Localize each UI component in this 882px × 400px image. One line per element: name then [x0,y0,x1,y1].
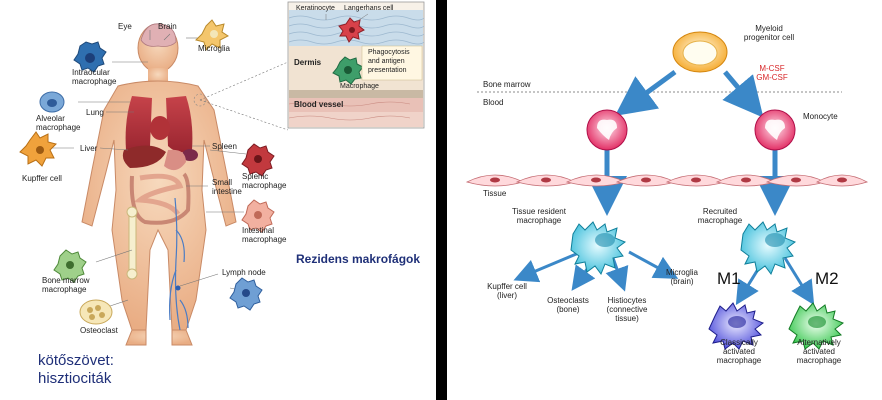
bone-marrow-macrophage-icon [53,249,87,283]
myeloid-progenitor-cell [672,31,728,73]
osteoclast-icon [79,299,113,325]
m2-alternatively-activated-macrophage [788,302,845,350]
label-alveolar-macrophage: Alveolar macrophage [36,114,81,132]
alveolar-macrophage-icon [39,91,65,113]
intestinal-macrophage-icon [241,199,275,233]
label-monocyte: Monocyte [803,112,838,121]
inset-label-phagocytosis: Phagocytosis and antigen presentation [368,49,410,74]
lineage-diagram [465,31,868,350]
label-intestinal-macrophage: Intestinal macrophage [242,226,287,244]
inset-label-macrophage: Macrophage [340,83,379,90]
recruited-macrophage [740,221,797,276]
label-myeloid-progenitor: Myeloid progenitor cell [743,24,795,42]
intraocular-macrophage-icon [73,41,107,73]
label-tissue: Tissue [483,189,507,198]
body-illustration [19,1,425,346]
label-brain: Brain [158,22,177,31]
inset-label-keratinocyte: Keratinocyte [296,5,335,12]
label-alternatively-activated: Alternatively activated macrophage [796,338,842,365]
label-classically-activated: Classically activated macrophage [716,338,762,365]
label-kupffer-cell: Kupffer cell [22,174,62,183]
liver-organ [122,145,166,168]
label-blood: Blood [483,98,504,107]
monocyte-left [586,109,628,151]
lymph-node-macrophage-icon [229,277,263,311]
skin-inset [287,1,425,129]
label-recruited-macrophage: Recruited macrophage [697,207,743,225]
label-splenic-macrophage: Splenic macrophage [242,172,287,190]
inset-label-blood-vessel: Blood vessel [294,100,344,109]
label-small-intestine: Small intestine [212,178,242,196]
histiocytes-caption: kötőszövet: hisztiociták [38,352,114,387]
m1-classically-activated-macrophage [708,302,765,350]
label-liver: Liver [80,144,98,153]
label-bone-marrow-macrophage: Bone marrow macrophage [42,276,90,294]
label-lymph-node: Lymph node [222,268,266,277]
femur-bone [126,206,138,280]
label-intraocular-macrophage: Intraocular macrophage [72,68,117,86]
label-osteoclasts-bone: Osteoclasts (bone) [547,296,589,314]
lung-organ [125,96,152,153]
label-microglia-brain: Microglia (brain) [665,268,698,286]
monocyte-right [754,109,796,151]
label-microglia: Microglia [198,44,231,53]
label-m1: M1 [717,269,741,288]
label-eye: Eye [118,22,132,31]
microglia-icon [195,19,229,51]
rezidens-makrofagok-title: Rezidens makrofágok [296,252,421,266]
kupffer-cell-icon [19,131,57,167]
tissue-resident-macrophage [570,221,627,276]
left-panel-body-macrophages: Eye Brain Microglia Intraocular macropha… [0,0,436,400]
label-kupffer-liver: Kupffer cell (liver) [487,282,527,300]
label-growth-factors: M-CSF GM-CSF [756,64,788,82]
tissue-layer [465,174,868,187]
inset-label-langerhans-cell: Langerhans cell [344,5,394,12]
lymph-vessels [169,197,189,331]
label-spleen: Spleen [212,142,237,151]
splenic-macrophage-icon [241,143,275,177]
label-lung: Lung [86,108,104,117]
label-osteoclast: Osteoclast [80,326,118,335]
brain-organ [140,23,177,47]
label-histiocytes: Histiocytes (connective tissue) [606,296,648,323]
inset-label-dermis: Dermis [294,58,322,67]
intestine-organ [133,173,184,216]
label-bone-marrow: Bone marrow [483,80,531,89]
label-tissue-resident-macrophage: Tissue resident macrophage [512,207,566,225]
label-m2: M2 [815,269,839,288]
right-panel-macrophage-lineage: Myeloid progenitor cell M-CSF GM-CSF Bon… [447,0,882,400]
leader-lines [48,30,289,309]
